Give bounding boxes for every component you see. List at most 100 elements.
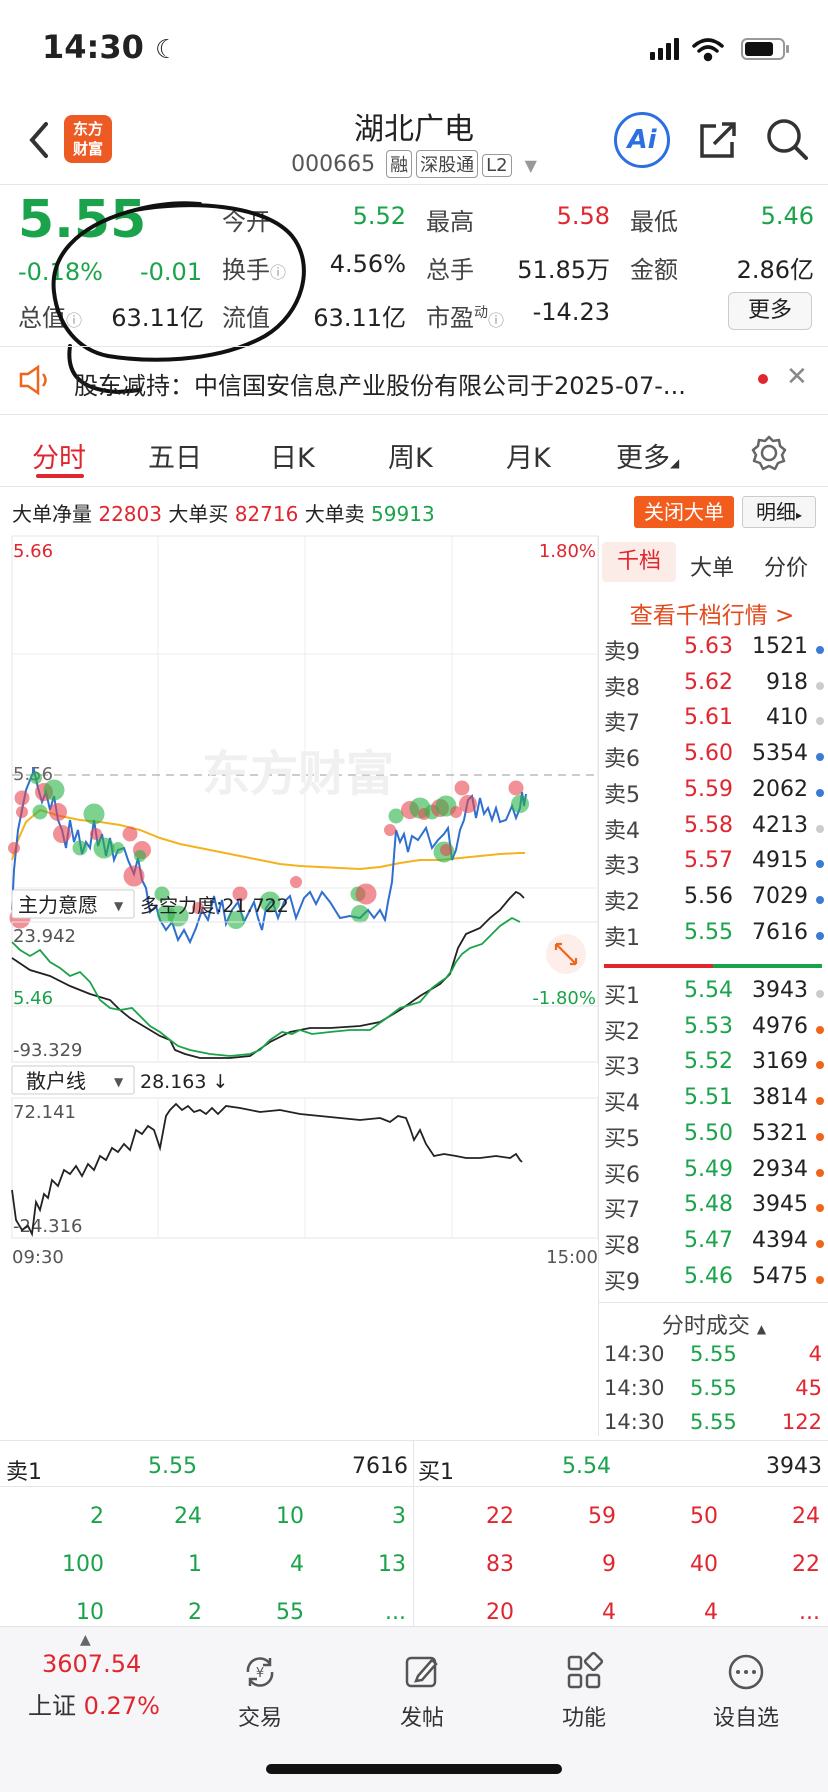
buy-level-row[interactable]: 买1 5.54 3943: [604, 978, 824, 1014]
sell-level-row[interactable]: 卖6 5.60 5354: [604, 741, 824, 777]
wifi-icon: [692, 38, 724, 62]
big-order-dot: [43, 779, 65, 801]
big-order-dot: [49, 803, 67, 821]
net-label: 大单净量: [12, 502, 92, 526]
buy-level-row[interactable]: 买7 5.48 3945: [604, 1192, 824, 1228]
news-ticker[interactable]: 股东减持：中信国安信息产业股份有限公司于2025-07-...: [74, 372, 686, 400]
stock-name: 湖北广电: [354, 112, 474, 147]
buy-level-volume: 4976: [752, 1013, 808, 1039]
buy-queue-cell: 59: [588, 1504, 616, 1529]
sell-level-row[interactable]: 卖5 5.59 2062: [604, 777, 824, 813]
high-label: 最高: [426, 208, 474, 236]
big-order-dot: [14, 790, 30, 806]
stock-code-row[interactable]: 000665 融深股通 L2 ▼: [0, 150, 828, 178]
nav-trade[interactable]: ¥ 交易: [200, 1652, 320, 1732]
tab-thousand-level[interactable]: 千档: [602, 542, 676, 582]
nav-functions[interactable]: 功能: [524, 1652, 644, 1732]
ticks-title[interactable]: 分时成交 ▲: [661, 1314, 767, 1339]
sell-level-price: 5.60: [684, 741, 733, 767]
tab-monthly-k[interactable]: 月K: [506, 443, 551, 474]
order-dot: [816, 1025, 824, 1034]
divider: [0, 184, 828, 185]
info-icon[interactable]: ⓘ: [488, 311, 505, 330]
buy-level-row[interactable]: 买3 5.52 3169: [604, 1049, 824, 1085]
tab-daily-k[interactable]: 日K: [270, 443, 315, 474]
order-dot: [816, 1204, 824, 1213]
info-icon[interactable]: ⓘ: [270, 263, 287, 282]
big-order-dot: [232, 886, 248, 902]
buy-level-row[interactable]: 买8 5.47 4394: [604, 1228, 824, 1264]
sell-level-row[interactable]: 卖8 5.62 918: [604, 670, 824, 706]
big-order-dot: [93, 837, 115, 859]
tick-volume: 4: [808, 1342, 822, 1366]
big-order-dot: [16, 806, 28, 818]
big-order-dot: [388, 808, 404, 824]
share-icon[interactable]: [696, 118, 740, 162]
back-button[interactable]: [26, 120, 50, 160]
close-big-order-button[interactable]: 关闭大单: [634, 496, 734, 528]
buy-level-row[interactable]: 买9 5.46 5475: [604, 1264, 824, 1300]
tab-price-split[interactable]: 分价: [764, 556, 809, 581]
order-book-ratio-bar: [604, 964, 822, 968]
caret-down-icon: ▼: [524, 156, 537, 175]
order-dot: [816, 1132, 824, 1141]
turnover-value: 4.56%: [329, 250, 406, 278]
index-summary[interactable]: 上证 0.27%: [28, 1692, 160, 1720]
indicator1-value: 多空力度:21.722: [140, 895, 289, 917]
tab-weekly-k[interactable]: 周K: [388, 443, 433, 474]
view-thousand-link[interactable]: 查看千档行情 >: [629, 603, 795, 629]
close-icon[interactable]: ✕: [786, 362, 808, 392]
order-dot: [816, 1239, 824, 1248]
sell-level-price: 5.58: [684, 812, 733, 838]
stock-code: 000665: [291, 152, 376, 177]
big-order-dot: [511, 795, 529, 813]
buy-level-volume: 2934: [752, 1156, 808, 1182]
more-button[interactable]: 更多: [728, 292, 812, 330]
buy-queue-cell: 4: [704, 1600, 718, 1625]
sell-level-row[interactable]: 卖3 5.57 4915: [604, 848, 824, 884]
buy-level-row[interactable]: 买2 5.53 4976: [604, 1014, 824, 1050]
sell-level-row[interactable]: 卖7 5.61 410: [604, 705, 824, 741]
tick-time: 14:30: [604, 1410, 665, 1434]
indicator2-grid: [157, 1098, 453, 1238]
search-icon[interactable]: [764, 116, 810, 162]
indicator2-selector[interactable]: [11, 1065, 135, 1095]
big-order-dot: [454, 780, 470, 796]
pct-high-label: 1.80%: [539, 541, 596, 562]
buy-level-row[interactable]: 买6 5.49 2934: [604, 1157, 824, 1193]
info-icon[interactable]: ⓘ: [66, 311, 83, 330]
buy-level-price: 5.50: [684, 1120, 733, 1146]
big-order-dot: [227, 911, 245, 929]
app-logo: 东方 财富: [64, 115, 112, 163]
sell-level-row[interactable]: 卖9 5.63 1521: [604, 634, 824, 670]
sell-queue-cell: 13: [378, 1552, 406, 1577]
tab-intraday[interactable]: 分时: [32, 443, 86, 474]
tab-big-order[interactable]: 大单: [690, 556, 735, 581]
index-value[interactable]: 3607.54: [42, 1650, 142, 1678]
buy-level-price: 5.46: [684, 1263, 733, 1289]
buy-level-row[interactable]: 买4 5.51 3814: [604, 1085, 824, 1121]
ai-button[interactable]: Ai: [614, 112, 670, 168]
intraday-chart[interactable]: 东方财富 5.66 5.46 5.56 1.80% -1.80% 主力意愿 ▼ …: [0, 530, 600, 1440]
big-order-dot: [290, 876, 302, 888]
buy-level-row[interactable]: 买5 5.50 5321: [604, 1121, 824, 1157]
buy-queue-cell: 22: [486, 1504, 514, 1529]
sell-level-volume: 4915: [752, 848, 808, 874]
expand-icon[interactable]: [546, 934, 586, 974]
tab-more[interactable]: 更多◢: [616, 443, 680, 474]
detail-button[interactable]: 明细▸: [742, 496, 816, 528]
sell-level-row[interactable]: 卖4 5.58 4213: [604, 813, 824, 849]
volume-label: 总手: [426, 256, 474, 284]
tab-five-day[interactable]: 五日: [148, 443, 202, 474]
sell1-price: 5.55: [148, 1454, 197, 1479]
table-divider: [413, 1440, 414, 1626]
settings-gear-icon[interactable]: [750, 434, 788, 472]
ind1-high-label: 23.942: [13, 926, 76, 947]
sell-level-row[interactable]: 卖1 5.55 7616: [604, 920, 824, 956]
sell-level-volume: 5354: [752, 741, 808, 767]
nav-add-watchlist[interactable]: 设自选: [686, 1652, 806, 1732]
home-indicator: [266, 1764, 562, 1774]
sell-level-row[interactable]: 卖2 5.56 7029: [604, 884, 824, 920]
indicator1-selector[interactable]: [11, 889, 135, 919]
nav-post[interactable]: 发帖: [362, 1652, 482, 1732]
